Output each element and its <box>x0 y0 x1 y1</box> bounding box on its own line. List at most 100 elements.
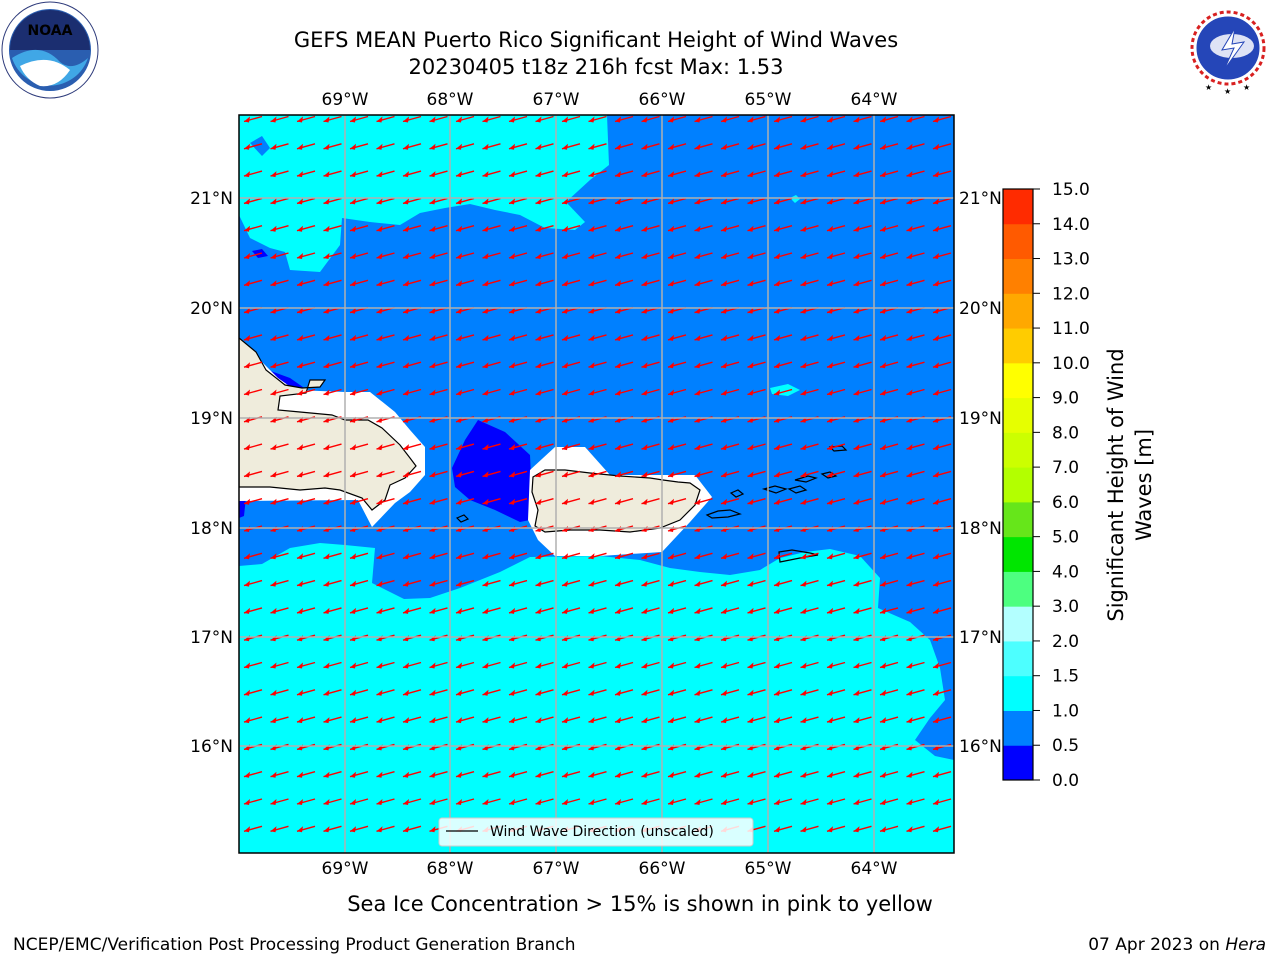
colorbar-tick-label: 12.0 <box>1052 284 1090 304</box>
arrow-head <box>297 116 303 123</box>
arrow-head <box>694 389 701 396</box>
arrow-head <box>403 826 409 833</box>
arrow-head <box>641 799 648 805</box>
arrow-head <box>853 143 860 150</box>
arrow-head <box>774 143 780 150</box>
arrow-head <box>403 689 409 696</box>
arrow-head <box>800 444 807 451</box>
arrow-head <box>880 171 886 178</box>
arrow-head <box>588 334 595 341</box>
arrow-head <box>668 307 674 314</box>
arrow-head <box>244 771 250 778</box>
arrow-head <box>668 689 674 696</box>
arrow-head <box>244 253 250 259</box>
colorbar: 0.0 0.5 1.0 1.5 2.0 3.0 4.0 5.0 6.0 7.0 8.0 9.0 10.0… <box>1002 180 1156 791</box>
arrow-head <box>482 444 489 451</box>
arrow-head <box>747 389 754 396</box>
arrow-head <box>800 225 807 232</box>
arrow-head <box>853 253 860 259</box>
land-stjohn <box>787 485 808 494</box>
arrow-head <box>721 334 727 341</box>
arrow-head <box>933 334 939 341</box>
arrow-head <box>562 662 568 669</box>
arrow-head <box>456 253 462 259</box>
arrow-head <box>588 362 595 369</box>
arrow-head <box>933 307 939 314</box>
arrow-head <box>615 580 621 587</box>
arrow-head <box>880 662 886 669</box>
arrow-head <box>906 771 913 778</box>
arrow-head <box>615 253 621 259</box>
arrow-head <box>774 498 780 505</box>
arrow-head <box>509 116 515 123</box>
arrow-head <box>721 307 727 314</box>
arrow-head <box>323 171 330 178</box>
arrow-head <box>456 662 462 669</box>
arrow-head <box>747 662 754 669</box>
arrow-head <box>668 498 674 505</box>
arrow-head <box>323 116 330 123</box>
arrow-head <box>297 799 303 805</box>
arrow-head <box>906 799 913 805</box>
lon-labels-bottom: 69°W 68°W 67°W 66°W 65°W 64°W <box>322 859 898 879</box>
arrow-head <box>615 225 621 232</box>
arrow-head <box>827 553 833 560</box>
arrow-head <box>403 607 409 614</box>
arrow-head <box>535 471 542 478</box>
arrow-head <box>615 444 621 451</box>
arrow-head <box>509 799 515 805</box>
arrow-head <box>350 580 356 587</box>
arrow-head <box>509 334 515 341</box>
arrow-head <box>270 799 277 805</box>
arrow-head <box>323 826 330 833</box>
colorbar-tick-label: 6.0 <box>1052 493 1079 513</box>
arrow-head <box>297 471 303 478</box>
lat-label-right: 16°N <box>959 737 1002 757</box>
arrow-head <box>270 826 277 833</box>
arrow-head <box>880 334 886 341</box>
arrow-head <box>456 771 462 778</box>
arrow-head <box>244 689 250 696</box>
arrow-head <box>297 553 303 560</box>
arrow-head <box>774 116 780 123</box>
arrow-head <box>641 553 648 560</box>
arrow-head <box>323 444 330 451</box>
arrow-head <box>562 444 568 451</box>
arrow-head <box>562 253 568 259</box>
colorbar-ticks: 0.0 0.5 1.0 1.5 2.0 3.0 4.0 5.0 6.0 7.0 8.0 9.0 10.0… <box>1033 180 1090 791</box>
arrow-head <box>323 280 330 287</box>
arrow-head <box>853 198 860 205</box>
arrow-head <box>350 662 356 669</box>
arrow-head <box>297 444 303 451</box>
arrow-head <box>562 799 568 805</box>
arrow-head <box>429 253 436 259</box>
arrow-head <box>509 689 515 696</box>
arrow-head <box>588 607 595 614</box>
arrow-head <box>853 607 860 614</box>
arrow-head <box>668 444 674 451</box>
colorbar-tick-label: 7.0 <box>1052 458 1079 478</box>
arrow-head <box>774 307 780 314</box>
arrow-head <box>906 307 913 314</box>
arrow-head <box>933 225 939 232</box>
arrow-head <box>853 116 860 123</box>
colorbar-tick-label: 3.0 <box>1052 597 1079 617</box>
arrow-head <box>270 662 277 669</box>
arrow-head <box>562 307 568 314</box>
colorbar-tick-label: 11.0 <box>1052 319 1090 339</box>
sea-ice-note: Sea Ice Concentration > 15% is shown in … <box>347 892 933 916</box>
nws-star-3: ★ <box>1243 83 1250 92</box>
arrow-head <box>509 771 515 778</box>
lon-label-bottom: 69°W <box>322 859 369 879</box>
arrow-head <box>562 334 568 341</box>
arrow-head <box>297 225 303 232</box>
arrow-head <box>509 471 515 478</box>
arrow-head <box>827 307 833 314</box>
arrow-head <box>721 362 727 369</box>
arrow-head <box>880 389 886 396</box>
arrow-head <box>429 580 436 587</box>
arrow-head <box>456 471 462 478</box>
colorbar-cell <box>1003 640 1033 677</box>
arrow-head <box>535 307 542 314</box>
arrow-head <box>694 116 701 123</box>
